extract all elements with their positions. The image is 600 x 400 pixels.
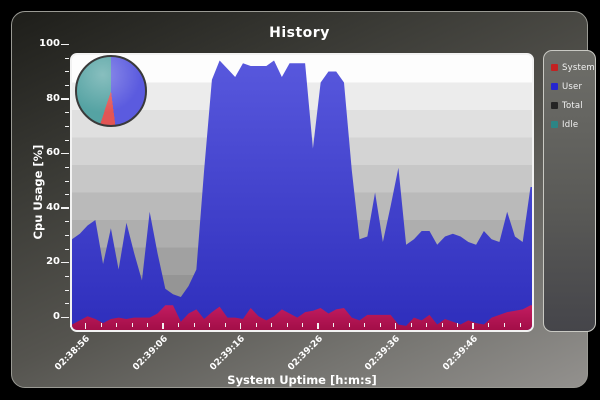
y-tick-label: 20 — [46, 256, 60, 268]
cpu-usage-area-chart — [72, 55, 532, 330]
x-tick-mark-minor — [519, 323, 521, 327]
y-tick-label: 100 — [39, 38, 60, 49]
x-tick-mark-minor — [364, 323, 366, 327]
x-tick-mark-minor — [147, 323, 149, 327]
y-tick-mark — [61, 43, 69, 45]
x-tick-mark-minor — [69, 323, 71, 327]
y-tick-mark-minor — [65, 194, 69, 196]
y-tick-mark — [61, 261, 69, 264]
y-tick-mark-minor — [65, 166, 69, 168]
y-tick-mark-minor — [65, 139, 69, 141]
x-tick-mark-minor — [271, 323, 273, 327]
y-tick-mark — [61, 316, 69, 318]
y-tick-mark-minor — [65, 303, 69, 305]
y-tick-mark — [61, 152, 69, 155]
legend-item-system: System — [551, 58, 595, 77]
area-series-user — [72, 60, 532, 330]
x-tick-mark-minor — [255, 323, 257, 327]
x-tick-mark — [162, 323, 164, 329]
y-tick-label: 0 — [53, 311, 60, 322]
x-tick-mark-minor — [410, 323, 412, 327]
legend-item-label: System — [562, 62, 595, 73]
y-tick-mark-minor — [65, 276, 69, 278]
x-tick-mark — [84, 323, 87, 329]
x-axis-title: System Uptime [h:m:s] — [227, 373, 377, 387]
legend-item-user: User — [551, 77, 595, 96]
x-tick-mark-minor — [131, 323, 133, 327]
app-window: History Cpu Usage [%] 100 80 60 40 20 0 02:38:… — [11, 11, 596, 388]
legend-item-total: Total — [551, 96, 595, 115]
y-tick-mark-minor — [65, 221, 69, 223]
y-tick-mark-minor — [65, 84, 69, 86]
y-tick-mark-minor — [65, 180, 69, 182]
x-tick-mark — [317, 323, 319, 329]
x-tick-mark-minor — [100, 323, 102, 327]
x-tick-mark-minor — [333, 323, 335, 327]
legend-item-idle: Idle — [551, 115, 595, 134]
x-tick-mark — [394, 323, 397, 329]
x-tick-mark — [239, 323, 242, 329]
x-tick-mark-minor — [457, 323, 459, 327]
x-tick-mark-minor — [178, 323, 180, 327]
y-tick-label: 60 — [46, 147, 60, 159]
y-tick-mark-minor — [65, 289, 69, 291]
y-tick-label: 80 — [46, 92, 60, 104]
legend-item-label: Idle — [562, 119, 579, 130]
plot-area — [70, 53, 534, 332]
x-tick-mark-minor — [426, 323, 428, 327]
pie-chart — [75, 55, 147, 127]
y-tick-mark — [61, 207, 69, 209]
x-tick-mark-minor — [441, 323, 443, 327]
legend-item-label: User — [562, 81, 583, 92]
x-tick-mark-minor — [488, 323, 490, 327]
y-tick-mark-minor — [65, 125, 69, 127]
chart-title: History — [269, 25, 330, 41]
x-tick-mark-minor — [302, 323, 304, 327]
x-tick-mark-minor — [286, 323, 288, 327]
legend: System User Total Idle — [543, 50, 596, 332]
legend-swatch — [551, 83, 558, 90]
x-tick-mark-minor — [503, 323, 505, 327]
legend-item-label: Total — [562, 100, 583, 111]
legend-swatch — [551, 64, 558, 71]
area-series-system — [72, 305, 532, 330]
y-tick-mark-minor — [65, 57, 69, 59]
y-tick-mark-minor — [65, 248, 69, 250]
pie-gloss-highlight — [77, 57, 145, 125]
x-tick-mark-minor — [193, 323, 195, 327]
y-tick-label: 40 — [46, 201, 60, 213]
legend-swatch — [551, 121, 558, 128]
legend-swatch — [551, 102, 558, 109]
x-tick-mark-minor — [348, 323, 350, 327]
y-tick-mark-minor — [65, 235, 69, 237]
x-tick-mark-minor — [379, 323, 381, 327]
y-tick-mark — [61, 98, 69, 100]
x-tick-mark-minor — [224, 323, 226, 327]
x-tick-mark-minor — [116, 323, 118, 327]
y-tick-mark-minor — [65, 71, 69, 73]
y-tick-mark-minor — [65, 112, 69, 114]
x-tick-mark — [472, 323, 474, 329]
x-tick-mark-minor — [209, 323, 211, 327]
